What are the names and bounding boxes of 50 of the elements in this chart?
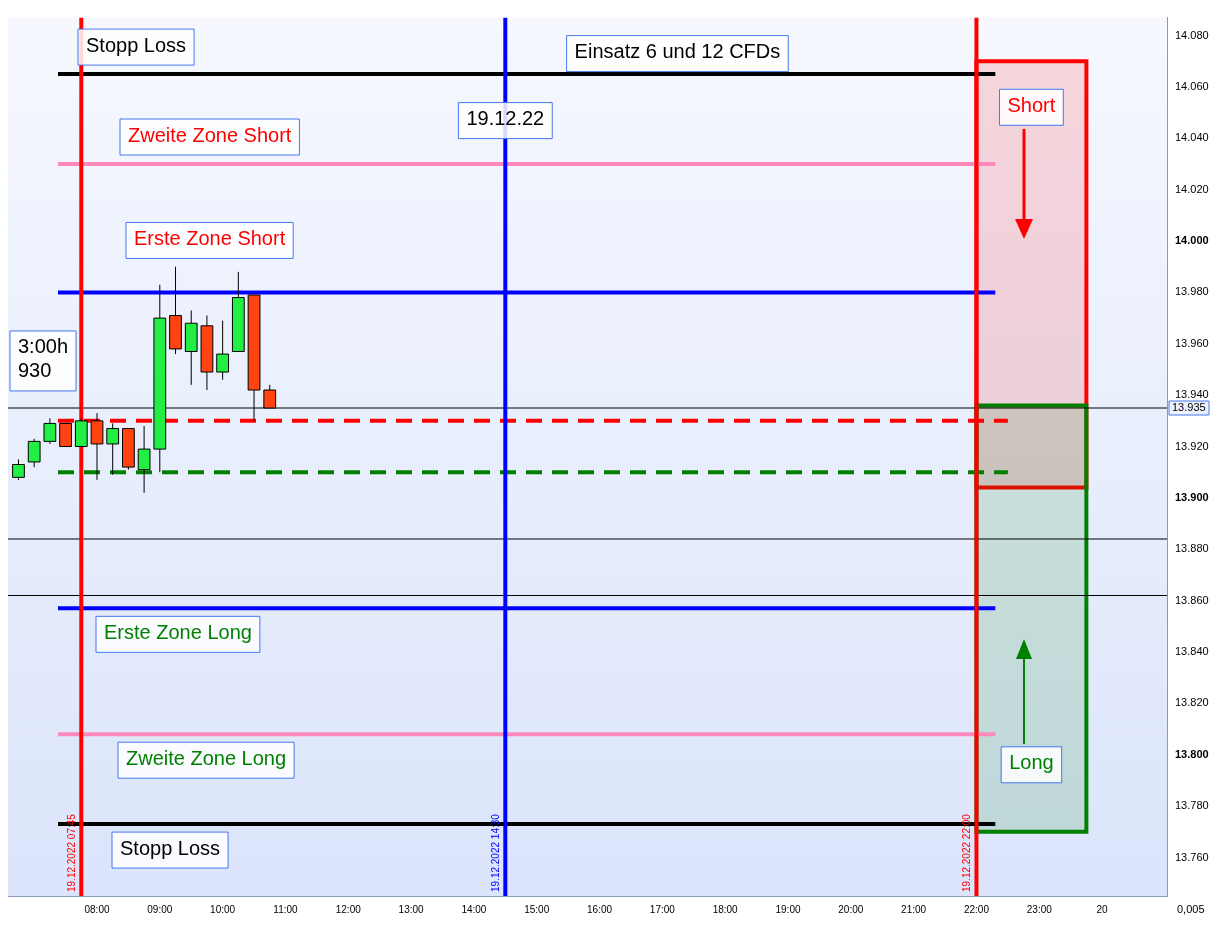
y-tick-label: 13.900 [1175, 490, 1209, 503]
ref-line-label: 13.935 [1172, 401, 1206, 414]
y-tick-label: 13.920 [1175, 439, 1209, 452]
y-tick-label: 13.980 [1175, 285, 1209, 298]
y-tick-label: 13.820 [1175, 696, 1209, 709]
y-tick-label: 14.040 [1175, 131, 1209, 144]
ref-line-label: Zweite Zone Long [126, 746, 287, 769]
x-tick-label: 11:00 [273, 903, 299, 915]
y-tick-label: 14.080 [1175, 28, 1209, 41]
y-tick-label: 13.840 [1175, 645, 1209, 658]
x-tick-label: 14:00 [461, 903, 487, 915]
y-tick-label: 14.060 [1175, 79, 1209, 92]
x-tick-label: 20 [1096, 903, 1109, 915]
ref-line-label: Stopp Loss [120, 836, 221, 859]
ref-line-label: 19.12.2022 22:00 [961, 813, 973, 892]
x-tick-label: 10:00 [210, 903, 236, 915]
x-tick-label: 21:00 [901, 903, 927, 915]
ref-line-label: Erste Zone Short [134, 226, 286, 249]
x-tick-label: 12:00 [335, 903, 362, 915]
x-tick-label: 18:00 [712, 903, 739, 915]
x-tick-label: 17:00 [649, 903, 676, 915]
annotation: 19.12.22 [466, 107, 545, 130]
y-tick-label: 13.940 [1175, 388, 1209, 401]
y-tick-label: 14.000 [1175, 234, 1209, 247]
y-tick-label: 13.860 [1175, 593, 1209, 606]
x-tick-label: 13:00 [398, 903, 425, 915]
ref-line-label: Zweite Zone Short [128, 123, 292, 146]
annotation: 3:00h 930 [18, 335, 69, 382]
band-label: Short [1007, 93, 1056, 116]
x-tick-label: 19:00 [775, 903, 801, 915]
y-tick-label: 14.020 [1175, 182, 1209, 195]
text: 0,005 [1177, 903, 1205, 916]
ref-line-label: 19.12.2022 14:30 [490, 813, 502, 892]
ref-line-label: Stopp Loss [86, 33, 187, 56]
x-tick-label: 09:00 [147, 903, 173, 915]
band-label: Long [1009, 751, 1054, 774]
x-tick-label: 22:00 [963, 903, 990, 915]
y-tick-label: 13.760 [1175, 850, 1209, 863]
ref-line-label: 19.12.2022 07:45 [66, 813, 78, 892]
y-tick-label: 13.880 [1175, 542, 1209, 555]
y-tick-label: 13.800 [1175, 747, 1209, 760]
y-tick-label: 13.780 [1175, 799, 1209, 812]
x-tick-label: 20:00 [838, 903, 864, 915]
x-tick-label: 15:00 [524, 903, 550, 915]
ref-line-label: Erste Zone Long [104, 620, 252, 643]
x-tick-label: 08:00 [84, 903, 110, 915]
x-tick-label: 16:00 [587, 903, 613, 915]
y-tick-label: 13.960 [1175, 336, 1209, 349]
annotation: Einsatz 6 und 12 CFDs [574, 40, 781, 63]
x-tick-label: 23:00 [1026, 903, 1053, 915]
